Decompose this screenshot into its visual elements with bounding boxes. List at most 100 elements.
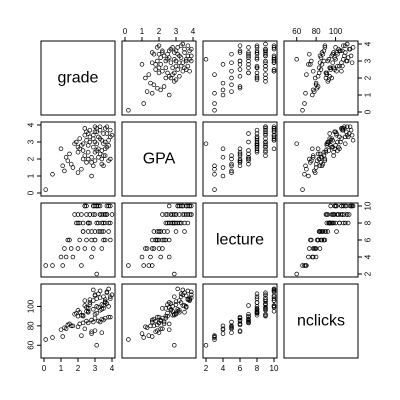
- data-point: [104, 290, 110, 296]
- data-point: [79, 263, 84, 268]
- data-point: [263, 297, 268, 302]
- data-point: [50, 172, 55, 177]
- data-point: [263, 143, 268, 148]
- data-point: [156, 229, 162, 234]
- data-point: [92, 158, 98, 163]
- data-point: [166, 92, 172, 98]
- data-point: [328, 203, 333, 209]
- panel-layer: [40, 40, 359, 359]
- data-point: [220, 155, 226, 160]
- data-point: [254, 294, 260, 299]
- diagonal-label-grade: grade: [58, 70, 99, 87]
- panel-lecture-vs-nclicks: [294, 203, 356, 277]
- data-point: [94, 220, 99, 226]
- panel-frame-nclicks-gpa: [121, 283, 197, 359]
- data-point: [178, 220, 184, 226]
- data-point: [139, 254, 145, 260]
- data-point: [89, 331, 94, 336]
- data-point: [156, 330, 162, 335]
- data-point: [70, 165, 76, 170]
- data-point: [102, 146, 108, 152]
- panel-frame-gpa-lecture: [202, 121, 278, 197]
- data-point: [84, 129, 89, 135]
- data-point: [331, 50, 336, 55]
- panel-frame-lecture-grade: [40, 202, 116, 278]
- data-point: [335, 63, 340, 69]
- data-point: [102, 300, 108, 305]
- data-point: [175, 45, 180, 50]
- data-point: [65, 237, 71, 243]
- data-point: [254, 127, 260, 133]
- data-point: [237, 149, 243, 155]
- data-point: [315, 74, 321, 79]
- data-point: [185, 220, 191, 226]
- data-point: [182, 50, 187, 55]
- data-point: [271, 67, 277, 72]
- data-point: [89, 254, 94, 260]
- data-point: [151, 323, 157, 329]
- data-point: [80, 148, 86, 153]
- x-tick-label-grade: 2: [76, 364, 81, 373]
- data-point: [271, 134, 277, 140]
- data-point: [173, 63, 179, 69]
- data-point: [310, 92, 315, 98]
- data-point: [229, 75, 234, 81]
- data-point: [302, 101, 307, 106]
- panel-frame-lecture-lecture: [202, 202, 278, 278]
- x-tick-label-grade: 1: [59, 364, 64, 373]
- data-point: [99, 148, 105, 153]
- data-point: [109, 212, 115, 217]
- panel-gpa-vs-grade: [43, 124, 115, 192]
- y-tick-label-nclicks: 80: [27, 321, 36, 330]
- data-point: [149, 246, 155, 251]
- data-point: [229, 330, 234, 335]
- data-point: [82, 326, 88, 332]
- data-point: [300, 187, 305, 192]
- data-point: [172, 343, 177, 348]
- data-point: [326, 148, 332, 153]
- data-point: [178, 43, 184, 48]
- data-point: [263, 63, 268, 69]
- data-point: [178, 203, 184, 209]
- data-point: [99, 212, 105, 217]
- data-point: [170, 65, 175, 71]
- data-point: [168, 60, 174, 65]
- data-point: [246, 161, 251, 167]
- data-point: [172, 79, 177, 84]
- data-point: [99, 138, 105, 143]
- data-point: [332, 55, 337, 60]
- data-point: [148, 254, 153, 260]
- data-point: [172, 312, 177, 318]
- y-tick-label-grade: 4: [364, 41, 373, 46]
- data-point: [97, 212, 103, 217]
- data-point: [82, 132, 88, 138]
- data-point: [263, 72, 268, 77]
- data-point: [212, 108, 217, 113]
- data-point: [321, 149, 327, 155]
- data-point: [149, 263, 155, 268]
- data-point: [237, 67, 243, 72]
- data-point: [263, 306, 268, 311]
- data-point: [163, 75, 169, 81]
- data-point: [343, 43, 348, 48]
- data-point: [161, 229, 167, 234]
- data-point: [237, 315, 243, 321]
- data-point: [91, 287, 96, 293]
- data-point: [302, 172, 307, 177]
- data-point: [102, 220, 108, 226]
- data-point: [92, 203, 98, 209]
- x-tick-label-gpa: 4: [191, 27, 196, 36]
- data-point: [168, 220, 174, 226]
- data-point: [237, 321, 243, 327]
- data-point: [263, 139, 268, 145]
- data-point: [246, 151, 251, 157]
- data-point: [271, 309, 277, 314]
- data-point: [343, 134, 348, 140]
- data-point: [161, 321, 167, 327]
- x-tick-label-gpa: 1: [140, 27, 145, 36]
- data-point: [246, 311, 251, 317]
- data-point: [158, 87, 163, 93]
- y-tick-label-gpa: 0: [27, 190, 36, 195]
- data-point: [77, 321, 82, 327]
- data-point: [344, 58, 350, 64]
